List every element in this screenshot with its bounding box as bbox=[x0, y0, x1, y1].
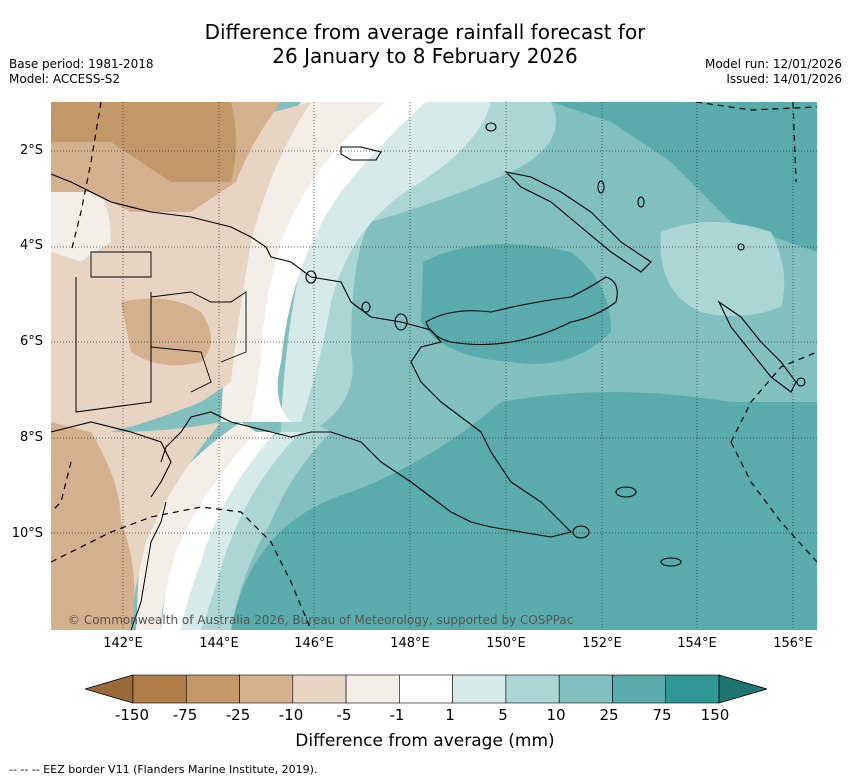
lon-label-146e: 146°E bbox=[294, 636, 334, 651]
cb-tick-3: -10 bbox=[278, 706, 304, 724]
base-period-text: Base period: 1981-2018 bbox=[9, 57, 154, 71]
cb-tick-5: -1 bbox=[389, 706, 405, 724]
contour-center-high bbox=[421, 244, 611, 364]
colorbar-title: Difference from average (mm) bbox=[295, 731, 555, 751]
contour-south-high bbox=[231, 392, 817, 630]
lon-label-142e: 142°E bbox=[103, 636, 143, 651]
eez-footnote: -- -- -- EEZ border V11 (Flanders Marine… bbox=[9, 763, 318, 776]
lat-label-2s: 2°S bbox=[19, 143, 43, 158]
meta-right: Model run: 12/01/2026 Issued: 14/01/2026 bbox=[705, 57, 842, 87]
contour-slightneg bbox=[221, 102, 386, 422]
colorbar-cell bbox=[132, 674, 187, 704]
coastlines bbox=[51, 122, 806, 630]
contour-nw-strongneg bbox=[51, 102, 236, 182]
contour-east-light bbox=[660, 222, 785, 316]
colorbar-cell bbox=[239, 674, 294, 704]
cb-tick-8: 10 bbox=[546, 706, 566, 724]
colorbar-cell bbox=[665, 674, 720, 704]
contour-west-vlight bbox=[281, 102, 491, 422]
cb-tick-7: 5 bbox=[498, 706, 508, 724]
title-line-2: 26 January to 8 February 2026 bbox=[272, 44, 578, 68]
contour-sw-modneg bbox=[51, 422, 135, 630]
colorbar-cell bbox=[612, 674, 667, 704]
title-line-1: Difference from average rainfall forecas… bbox=[204, 20, 646, 44]
contour-sw-vlight bbox=[181, 432, 301, 630]
colorbar-cell bbox=[345, 674, 400, 704]
cb-tick-6: 1 bbox=[445, 706, 455, 724]
eez-borders bbox=[51, 102, 817, 630]
lat-label-8s: 8°S bbox=[19, 430, 43, 445]
lon-label-154e: 154°E bbox=[677, 636, 717, 651]
cb-tick-11: 150 bbox=[700, 706, 730, 724]
graticule bbox=[51, 102, 817, 630]
lon-label-152e: 152°E bbox=[582, 636, 622, 651]
lat-label-4s: 4°S bbox=[19, 238, 43, 253]
colorbar-cell bbox=[558, 674, 613, 704]
model-run-text: Model run: 12/01/2026 bbox=[704, 57, 842, 71]
colorbar-cell bbox=[399, 674, 453, 704]
lon-label-144e: 144°E bbox=[199, 636, 239, 651]
colorbar-cell bbox=[505, 674, 560, 704]
contour-mid-modneg bbox=[121, 298, 211, 366]
contour-neutral bbox=[250, 102, 426, 422]
cb-tick-9: 25 bbox=[599, 706, 619, 724]
contour-ne-high bbox=[551, 102, 817, 252]
issued-text: Issued: 14/01/2026 bbox=[726, 72, 842, 86]
colorbar-cells bbox=[85, 674, 767, 704]
rainfall-map bbox=[51, 102, 817, 630]
cb-tick-4: -5 bbox=[336, 706, 352, 724]
colorbar-cell bbox=[185, 674, 240, 704]
map-svg bbox=[51, 102, 817, 630]
copyright-text: © Commonwealth of Australia 2026, Bureau… bbox=[68, 613, 574, 627]
cb-tick-2: -25 bbox=[225, 706, 251, 724]
colorbar-cell bbox=[452, 674, 507, 704]
colorbar-extend-high bbox=[718, 674, 767, 704]
model-text: Model: ACCESS-S2 bbox=[9, 72, 121, 86]
contour-neutral-south bbox=[161, 432, 276, 630]
cb-tick-0: -150 bbox=[114, 706, 150, 724]
contour-slightneg-south bbox=[136, 422, 256, 630]
lat-label-6s: 6°S bbox=[19, 334, 43, 349]
lat-label-10s: 10°S bbox=[11, 526, 43, 541]
meta-left: Base period: 1981-2018 Model: ACCESS-S2 bbox=[9, 57, 154, 87]
cb-tick-1: -75 bbox=[172, 706, 198, 724]
lon-label-148e: 148°E bbox=[390, 636, 430, 651]
colorbar bbox=[85, 674, 767, 704]
colorbar-cell bbox=[292, 674, 347, 704]
cb-tick-10: 75 bbox=[652, 706, 672, 724]
lon-label-156e: 156°E bbox=[773, 636, 813, 651]
lon-label-150e: 150°E bbox=[486, 636, 526, 651]
chart-title: Difference from average rainfall forecas… bbox=[0, 20, 850, 68]
colorbar-extend-low bbox=[85, 674, 134, 704]
